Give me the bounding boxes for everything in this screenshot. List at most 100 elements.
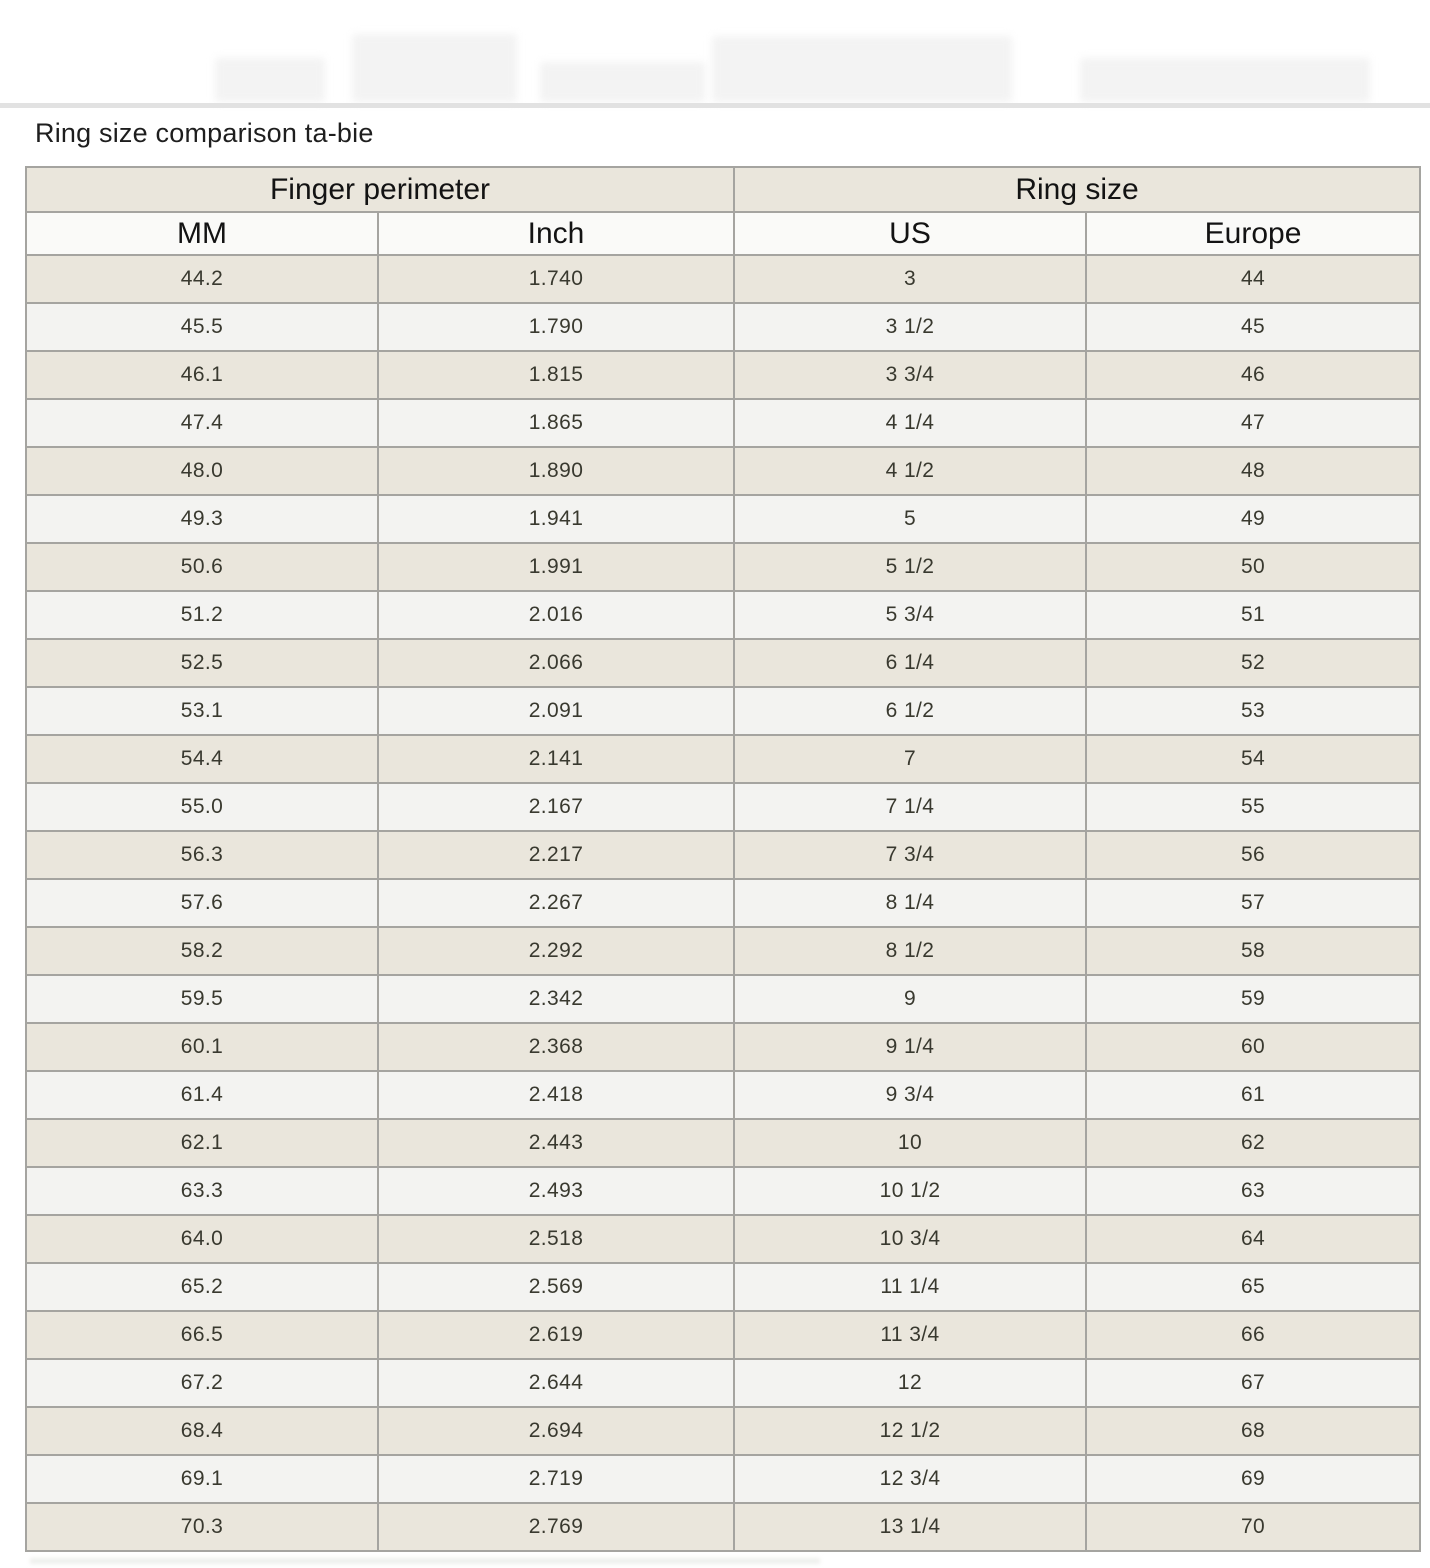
cell-inch: 2.644 [376,1358,736,1408]
cell-europe: 64 [1085,1214,1422,1264]
cell-mm: 67.2 [25,1358,379,1408]
cell-mm: 60.1 [25,1022,379,1072]
table-row: 69.1 2.719 12 3/4 69 [25,1454,1422,1504]
cell-mm: 55.0 [25,782,379,832]
cell-europe: 67 [1085,1358,1422,1408]
column-header-us: US [733,211,1088,256]
cell-us: 12 [733,1358,1088,1408]
table-row: 45.5 1.790 3 1/2 45 [25,302,1422,352]
cell-europe: 58 [1085,926,1422,976]
cell-mm: 47.4 [25,398,379,448]
cell-inch: 2.518 [376,1214,736,1264]
cell-europe: 47 [1085,398,1422,448]
cell-us: 5 3/4 [733,590,1088,640]
table-row: 56.3 2.217 7 3/4 56 [25,830,1422,880]
cell-europe: 51 [1085,590,1422,640]
cell-inch: 1.991 [376,542,736,592]
cell-us: 4 1/2 [733,446,1088,496]
cell-mm: 59.5 [25,974,379,1024]
watermark-ghost [712,36,1012,102]
cell-mm: 56.3 [25,830,379,880]
cell-us: 10 3/4 [733,1214,1088,1264]
cell-europe: 57 [1085,878,1422,928]
column-header-mm: MM [25,211,379,256]
cell-europe: 53 [1085,686,1422,736]
table-row: 62.1 2.443 10 62 [25,1118,1422,1168]
cell-inch: 2.694 [376,1406,736,1456]
table-row: 70.3 2.769 13 1/4 70 [25,1502,1422,1552]
cell-mm: 48.0 [25,446,379,496]
cell-europe: 55 [1085,782,1422,832]
page-title: Ring size comparison ta-bie [35,118,374,148]
cell-inch: 2.217 [376,830,736,880]
cell-us: 5 1/2 [733,542,1088,592]
cell-us: 9 [733,974,1088,1024]
column-header-row: MM Inch US Europe [25,211,1422,256]
cell-mm: 66.5 [25,1310,379,1360]
table-row: 63.3 2.493 10 1/2 63 [25,1166,1422,1216]
table-row: 44.2 1.740 3 44 [25,254,1422,304]
table-row: 50.6 1.991 5 1/2 50 [25,542,1422,592]
table-row: 52.5 2.066 6 1/4 52 [25,638,1422,688]
cell-inch: 2.619 [376,1310,736,1360]
cell-inch: 2.016 [376,590,736,640]
table-row: 68.4 2.694 12 1/2 68 [25,1406,1422,1456]
cell-europe: 56 [1085,830,1422,880]
cell-inch: 2.569 [376,1262,736,1312]
cell-inch: 2.443 [376,1118,736,1168]
table-row: 59.5 2.342 9 59 [25,974,1422,1024]
cell-mm: 63.3 [25,1166,379,1216]
cell-mm: 69.1 [25,1454,379,1504]
watermark-ghost [352,34,517,102]
cell-us: 7 3/4 [733,830,1088,880]
table-row: 57.6 2.267 8 1/4 57 [25,878,1422,928]
top-divider-band [0,103,1430,108]
cell-europe: 62 [1085,1118,1422,1168]
cell-mm: 46.1 [25,350,379,400]
group-header-row: Finger perimeter Ring size [24,166,1422,213]
cell-inch: 1.790 [376,302,736,352]
watermark-ghost [1080,58,1370,102]
table-row: 65.2 2.569 11 1/4 65 [25,1262,1422,1312]
cell-europe: 61 [1085,1070,1422,1120]
cell-europe: 70 [1085,1502,1422,1552]
cell-mm: 70.3 [25,1502,379,1552]
cell-mm: 57.6 [25,878,379,928]
table-row: 61.4 2.418 9 3/4 61 [25,1070,1422,1120]
cell-europe: 60 [1085,1022,1422,1072]
cell-europe: 65 [1085,1262,1422,1312]
cell-mm: 54.4 [25,734,379,784]
table-row: 64.0 2.518 10 3/4 64 [25,1214,1422,1264]
cell-us: 6 1/4 [733,638,1088,688]
cell-us: 9 3/4 [733,1070,1088,1120]
table-header: Finger perimeter Ring size MM Inch US Eu… [24,166,1422,256]
cell-mm: 50.6 [25,542,379,592]
cell-inch: 2.769 [376,1502,736,1552]
cell-europe: 54 [1085,734,1422,784]
cell-europe: 48 [1085,446,1422,496]
table-row: 66.5 2.619 11 3/4 66 [25,1310,1422,1360]
cell-inch: 2.342 [376,974,736,1024]
table-row: 47.4 1.865 4 1/4 47 [25,398,1422,448]
cell-us: 6 1/2 [733,686,1088,736]
cell-mm: 52.5 [25,638,379,688]
bottom-ghost-artifact [30,1558,820,1564]
cell-mm: 62.1 [25,1118,379,1168]
cell-inch: 2.066 [376,638,736,688]
cell-us: 11 1/4 [733,1262,1088,1312]
table-body: 44.2 1.740 3 44 45.5 1.790 3 1/2 45 46.1 1.815 3 3… [25,254,1422,1552]
cell-inch: 2.418 [376,1070,736,1120]
table-row: 54.4 2.141 7 54 [25,734,1422,784]
cell-us: 3 1/2 [733,302,1088,352]
table-row: 51.2 2.016 5 3/4 51 [25,590,1422,640]
cell-us: 9 1/4 [733,1022,1088,1072]
cell-us: 7 [733,734,1088,784]
cell-inch: 1.865 [376,398,736,448]
cell-europe: 68 [1085,1406,1422,1456]
cell-europe: 45 [1085,302,1422,352]
cell-inch: 2.493 [376,1166,736,1216]
column-header-europe: Europe [1085,211,1422,256]
watermark-ghost [540,62,705,102]
cell-europe: 50 [1085,542,1422,592]
